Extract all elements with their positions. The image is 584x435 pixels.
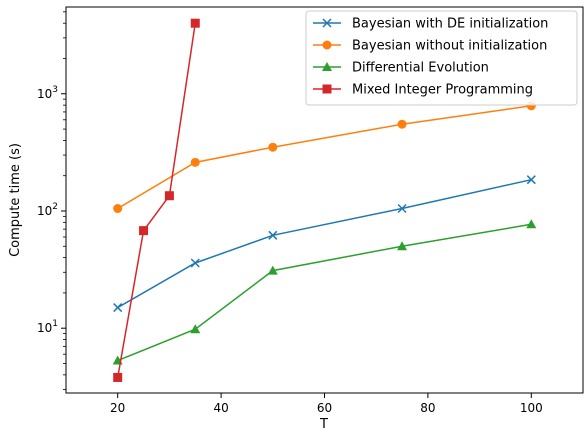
legend-item: Bayesian without initialization	[313, 39, 547, 54]
x-tick-label: 40	[213, 401, 228, 415]
legend-label: Mixed Integer Programming	[352, 83, 533, 98]
legend-label: Bayesian with DE initialization	[352, 17, 548, 32]
x-axis-ticks: 20 40 60 80 100	[110, 393, 543, 415]
data-point	[526, 219, 537, 229]
data-point	[267, 265, 278, 275]
data-point	[113, 303, 123, 313]
data-point	[268, 230, 278, 240]
series-2	[113, 101, 536, 214]
x-axis-label: T	[319, 417, 328, 432]
legend-marker	[322, 62, 332, 71]
legend-marker	[322, 40, 332, 50]
data-point	[139, 226, 149, 236]
plot-area	[112, 18, 537, 382]
legend-frame	[305, 10, 578, 106]
series-3	[112, 219, 537, 365]
series-line	[117, 223, 532, 362]
legend-label: Differential Evolution	[352, 61, 489, 76]
series-line	[116, 23, 196, 378]
y-tick-label: 101	[37, 319, 58, 335]
series-4	[113, 18, 200, 382]
legend-marker	[322, 18, 332, 28]
data-point	[113, 204, 123, 214]
legend: Bayesian with DE initialization Bayesian …	[305, 10, 578, 106]
data-point	[190, 258, 200, 268]
y-tick-label: 102	[37, 202, 58, 218]
data-point	[190, 18, 200, 28]
series-line	[117, 178, 532, 309]
x-tick-label: 80	[420, 401, 435, 415]
x-tick-label: 20	[110, 401, 125, 415]
legend-marker	[322, 84, 332, 94]
legend-item: Mixed Integer Programming	[313, 83, 533, 98]
data-point	[397, 119, 407, 129]
x-tick-label: 100	[520, 401, 543, 415]
data-point	[268, 142, 278, 152]
legend-item: Bayesian with DE initialization	[313, 17, 548, 32]
data-point	[164, 191, 174, 201]
data-point	[190, 157, 200, 167]
legend-item: Differential Evolution	[313, 61, 489, 76]
data-point	[190, 324, 201, 334]
y-axis-label: Compute time (s)	[8, 143, 23, 257]
series-1	[113, 175, 536, 313]
data-point	[113, 372, 123, 382]
data-point	[397, 241, 408, 251]
x-tick-label: 60	[317, 401, 332, 415]
legend-label: Bayesian without initialization	[352, 39, 547, 54]
data-point	[526, 175, 536, 185]
data-point	[397, 203, 407, 214]
y-tick-label: 103	[37, 85, 58, 101]
y-axis-ticks: 101 102 103	[37, 11, 66, 390]
